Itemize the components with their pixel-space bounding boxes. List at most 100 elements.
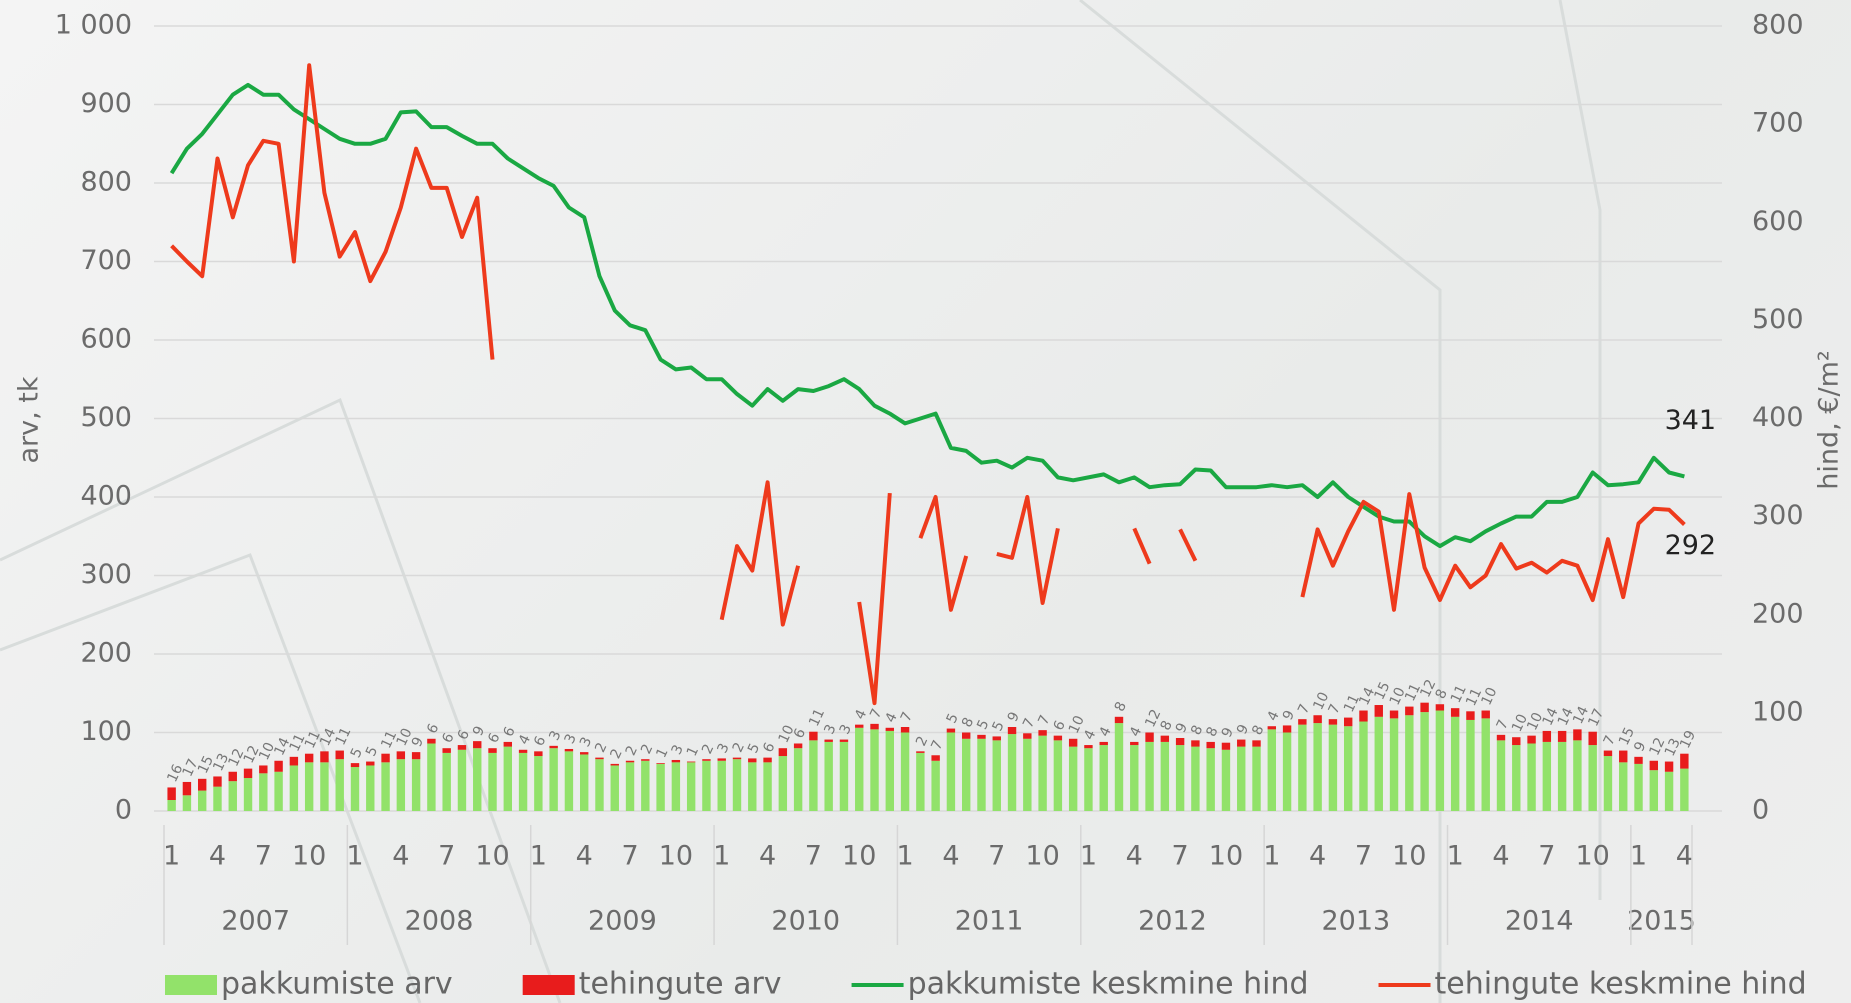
bar (1221, 742, 1231, 750)
data-label: 4 (1127, 724, 1145, 739)
bar (228, 781, 237, 811)
bar (1007, 734, 1017, 811)
end-label: 341 (1665, 405, 1717, 436)
bar (671, 762, 681, 811)
bar (1343, 717, 1353, 727)
x-tick-label: 7 (621, 841, 638, 872)
data-label: 8 (1249, 723, 1267, 738)
x-tick-label: 4 (1309, 841, 1326, 872)
bar (1114, 716, 1124, 724)
year-label: 2010 (771, 906, 840, 937)
bar (1466, 719, 1475, 811)
x-tick-label: 4 (576, 841, 593, 872)
data-label: 8 (1112, 699, 1130, 714)
y-axis-label: arv, tk (14, 376, 45, 463)
bar (381, 753, 390, 763)
bar (549, 748, 558, 811)
bar (992, 740, 1001, 811)
bar (1252, 740, 1261, 747)
bar (656, 763, 665, 811)
y-tick-label: 900 (80, 88, 132, 119)
bar (457, 749, 467, 811)
bar (641, 759, 650, 761)
bar (1175, 745, 1185, 811)
bar (1038, 735, 1047, 811)
data-label: 6 (791, 726, 809, 741)
data-label: 10 (1310, 690, 1332, 713)
x-tick-label: 4 (759, 841, 776, 872)
x-tick-label: 4 (1126, 841, 1143, 872)
bar (1664, 771, 1674, 811)
year-label: 2009 (588, 906, 657, 937)
line (170, 63, 1686, 706)
bar (1068, 738, 1078, 747)
data-label: 8 (959, 715, 977, 730)
bar (595, 757, 604, 760)
x-tick-label: 4 (1492, 841, 1509, 872)
data-label: 11 (1448, 683, 1470, 706)
bar (916, 751, 925, 753)
bar (549, 745, 558, 749)
bar (1634, 763, 1643, 811)
data-label: 14 (1540, 705, 1562, 728)
data-label: 12 (226, 746, 248, 769)
x-tick-label: 7 (438, 841, 455, 872)
data-label: 13 (1662, 736, 1684, 759)
bar (197, 790, 207, 811)
bar (1068, 746, 1078, 811)
bar (534, 756, 543, 811)
bar (763, 757, 772, 763)
data-label: 12 (241, 743, 263, 766)
bar (1053, 735, 1063, 741)
bar (1664, 761, 1674, 772)
bar (885, 730, 895, 811)
bar (243, 768, 253, 779)
bar (1130, 741, 1139, 746)
bar (289, 756, 299, 766)
bar (579, 752, 589, 755)
bar (366, 761, 375, 766)
y2-tick-label: 500 (1752, 304, 1804, 335)
data-label: 12 (1142, 707, 1164, 730)
data-label: 11 (1463, 686, 1485, 709)
x-tick-label: 4 (209, 841, 226, 872)
data-label: 4 (1096, 724, 1114, 739)
bar (1542, 730, 1552, 742)
year-label: 2011 (955, 906, 1024, 937)
bar (1206, 741, 1215, 749)
x-tick-label: 1 (1080, 841, 1097, 872)
bar (213, 786, 222, 811)
x-tick-label: 1 (346, 841, 363, 872)
bar (824, 739, 833, 742)
y2-tick-label: 100 (1752, 696, 1804, 727)
bar (1282, 725, 1292, 733)
bar (595, 759, 604, 811)
bar (1343, 726, 1353, 811)
bar (1588, 731, 1597, 746)
x-tick-label: 4 (942, 841, 959, 872)
y2-tick-label: 200 (1752, 598, 1804, 629)
bar (1619, 750, 1628, 763)
bar (702, 759, 711, 761)
bar (488, 748, 497, 753)
x-tick-label: 10 (1025, 841, 1059, 872)
year-label: 2015 (1627, 906, 1696, 937)
bar (732, 757, 742, 760)
bar (1252, 746, 1261, 811)
bar (1191, 740, 1200, 747)
bar (442, 752, 451, 811)
bar (839, 739, 849, 742)
bar (473, 741, 482, 749)
y2-tick-label: 800 (1752, 10, 1804, 41)
bar (809, 731, 818, 741)
x-tick-label: 1 (713, 841, 730, 872)
bar (1298, 724, 1307, 811)
bar (1588, 745, 1597, 811)
bar (1145, 741, 1154, 811)
bar (1374, 716, 1383, 811)
data-label: 14 (271, 735, 293, 758)
bar (304, 762, 314, 811)
bar (793, 748, 803, 811)
bar (809, 740, 818, 811)
bar (1405, 715, 1414, 811)
